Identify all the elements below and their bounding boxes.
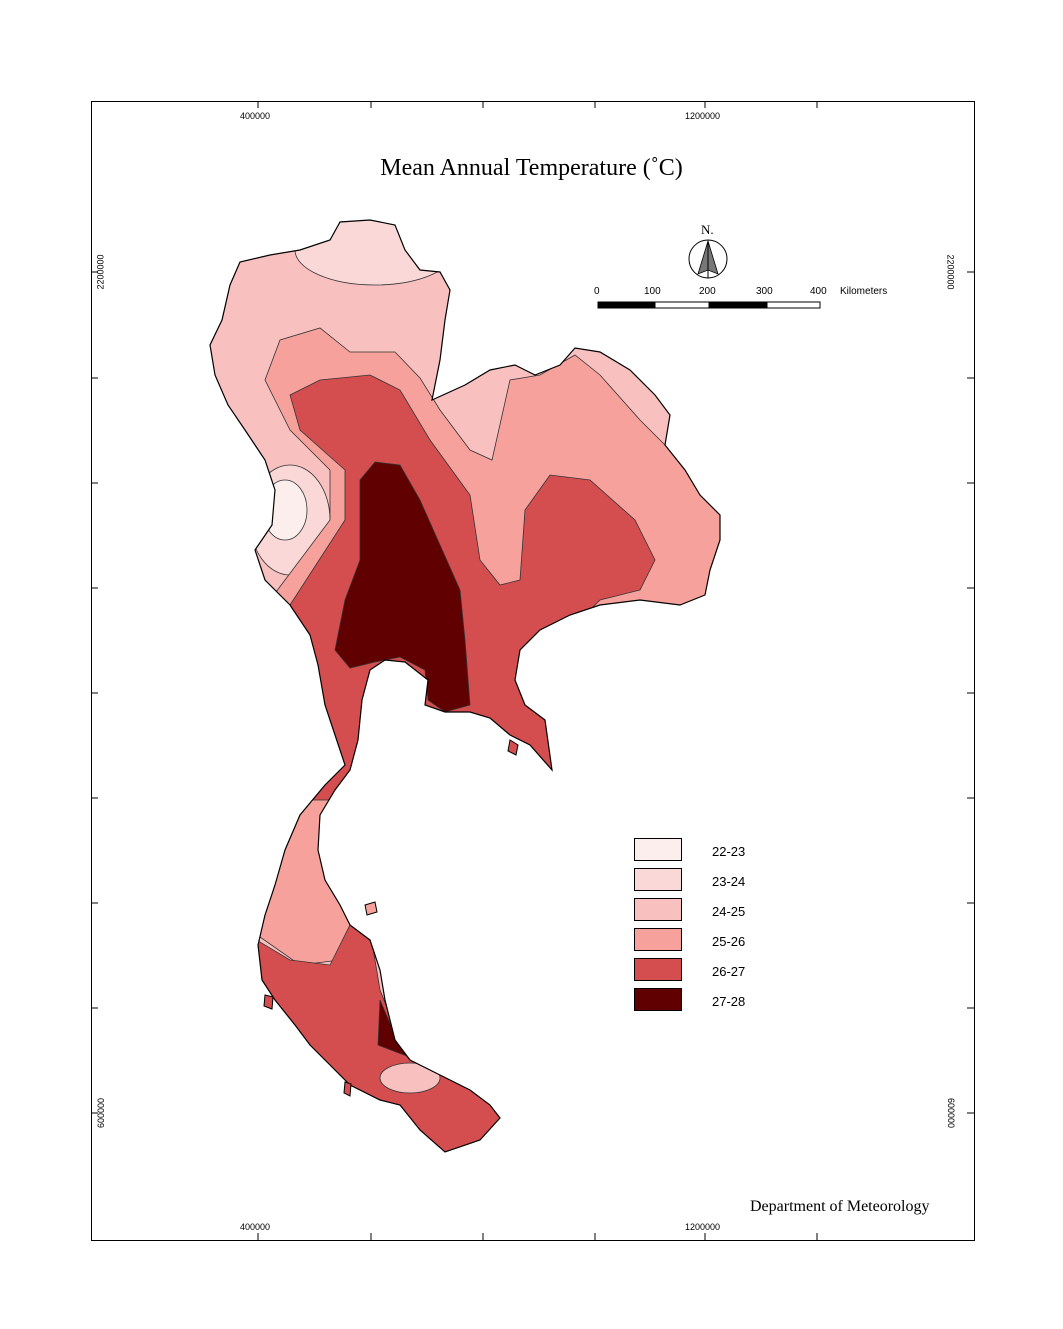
scale-bar	[597, 301, 821, 309]
top-tick-label: 400000	[240, 111, 271, 121]
scale-tick: 100	[644, 286, 661, 297]
legend-swatch	[634, 988, 682, 1011]
legend-item: 26-27	[634, 958, 834, 982]
legend-label: 22-23	[712, 844, 746, 859]
legend-label: 24-25	[712, 904, 746, 919]
legend-item: 23-24	[634, 868, 834, 892]
legend-label: 26-27	[712, 964, 746, 979]
island	[507, 739, 519, 756]
credit-text: Department of Meteorology	[750, 1198, 930, 1215]
legend-label: 23-24	[712, 874, 746, 889]
zone-24-25-south	[379, 1062, 441, 1094]
map-frame	[91, 101, 975, 1241]
legend-label: 25-26	[712, 934, 746, 949]
legend-item: 27-28	[634, 988, 834, 1012]
map-title: Mean Annual Temperature (˚C)	[380, 155, 683, 181]
bottom-tick-label: 400000	[240, 1222, 271, 1232]
frame-ticks	[91, 101, 974, 1240]
right-tick-label: 600000	[946, 1097, 957, 1129]
bottom-tick-label: 1200000	[685, 1222, 721, 1232]
scale-tick: 400	[810, 286, 827, 297]
zone-23-24-north	[294, 220, 456, 286]
zone-22-23-west	[262, 479, 308, 541]
scale-unit: Kilometers	[840, 286, 888, 297]
zone-27-28	[334, 461, 471, 713]
island	[263, 994, 274, 1010]
legend-item: 25-26	[634, 928, 834, 952]
top-tick-label: 1200000	[685, 111, 721, 121]
north-arrow-icon	[688, 239, 728, 279]
island	[343, 1081, 352, 1097]
legend-item: 24-25	[634, 898, 834, 922]
legend-swatch	[634, 838, 682, 861]
right-tick-label: 2200000	[945, 254, 956, 290]
left-tick-label: 600000	[96, 1097, 107, 1129]
legend-swatch	[634, 958, 682, 981]
legend-swatch	[634, 868, 682, 891]
legend-swatch	[634, 898, 682, 921]
scale-tick: 0	[594, 286, 600, 297]
zone-26-27-south	[239, 924, 521, 1152]
legend-item: 22-23	[634, 838, 834, 862]
left-tick-label: 2200000	[95, 254, 106, 290]
scale-tick: 200	[699, 286, 716, 297]
legend-label: 27-28	[712, 994, 746, 1009]
island	[364, 901, 378, 916]
legend-swatch	[634, 928, 682, 951]
scale-tick: 300	[756, 286, 773, 297]
north-label: N.	[701, 222, 714, 237]
